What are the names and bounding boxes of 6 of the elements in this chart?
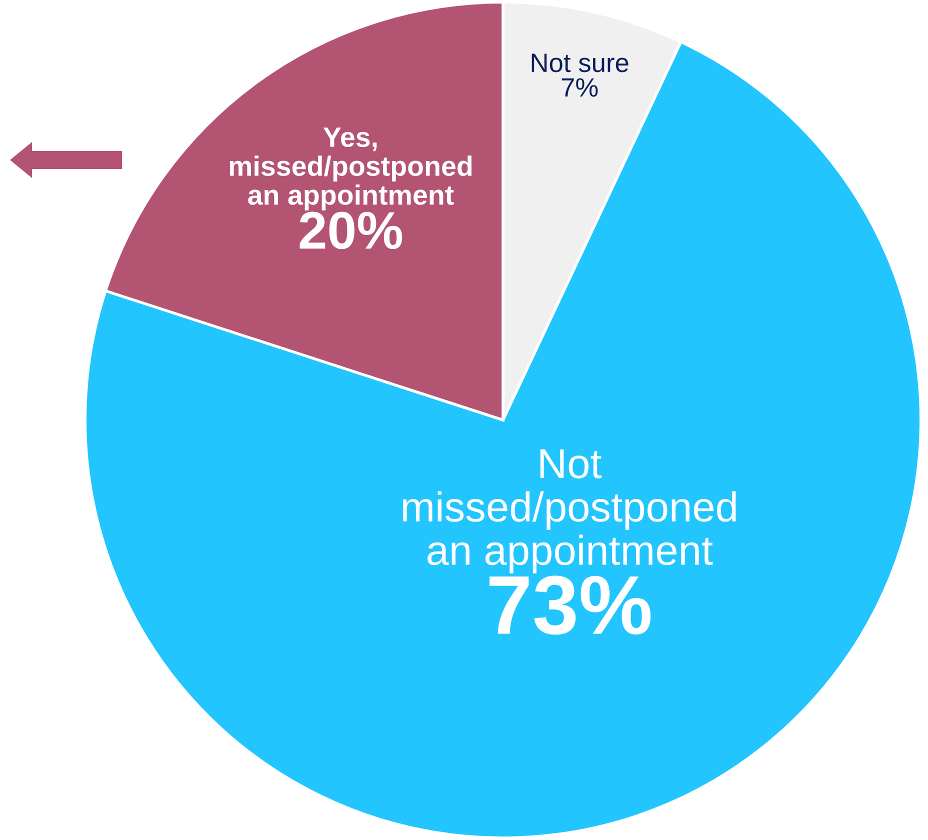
slice-label: Not missed/postponed an appointment xyxy=(403,449,736,574)
slice-label: Not sure xyxy=(532,54,628,72)
data-label: 20% xyxy=(300,212,402,250)
data-label: 73% xyxy=(490,576,651,635)
slice-label: Yes, missed/postponed an appointment xyxy=(230,128,472,210)
data-label: 7% xyxy=(562,78,598,97)
